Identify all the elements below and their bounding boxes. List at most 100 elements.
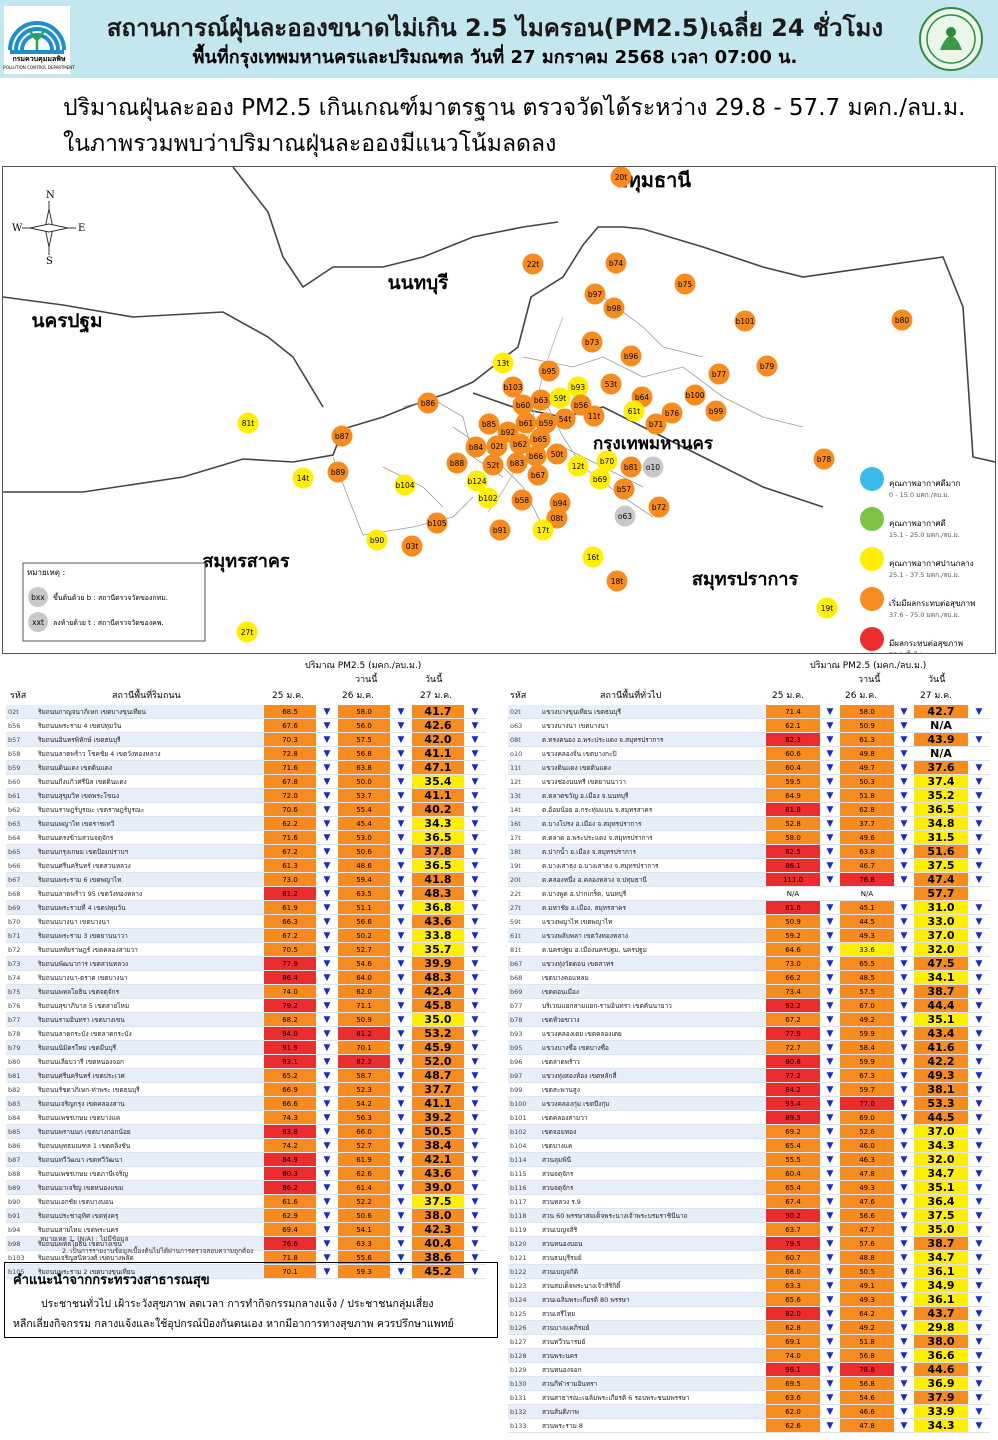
station-marker[interactable]: b59	[535, 412, 557, 434]
station-marker[interactable]: b99	[705, 400, 727, 422]
station-name-cell: ริมถนนลาดพร้าว โชคชัย 4 เขตวังทองหลาง	[36, 746, 264, 761]
station-marker[interactable]: 08t	[546, 507, 568, 529]
value-day1: 62.1	[766, 718, 820, 733]
station-marker[interactable]: b74	[605, 252, 627, 274]
station-code: b80	[895, 316, 910, 325]
station-marker[interactable]: b73	[581, 331, 603, 353]
station-code: b71	[649, 420, 664, 429]
station-marker[interactable]: 18t	[606, 570, 628, 592]
station-marker[interactable]: 16t	[582, 546, 604, 568]
trend-arrow: ▼	[464, 1026, 486, 1041]
station-code: b69	[593, 475, 608, 484]
trend-arrow: ▼	[820, 984, 840, 999]
station-marker[interactable]: 19t	[816, 597, 838, 619]
station-name-cell: ริมถนนลาดพร้าว 95 เขตวังทองหลาง	[36, 886, 264, 901]
station-marker[interactable]: b60	[512, 394, 534, 416]
header-banner: กรมควบคุมมลพิษ POLLUTION CONTROL DEPARTM…	[0, 0, 998, 78]
station-marker[interactable]: b63	[530, 389, 552, 411]
value-day2: 50.0	[338, 774, 390, 789]
station-marker[interactable]: 22t	[522, 253, 544, 275]
station-marker[interactable]: b58	[511, 489, 533, 511]
trend-arrow: ▼	[894, 1222, 914, 1237]
station-marker[interactable]: b95	[538, 360, 560, 382]
trend-arrow	[968, 886, 990, 901]
station-marker[interactable]: 20t	[610, 167, 632, 188]
station-marker[interactable]: 53t	[600, 373, 622, 395]
trend-arrow: ▼	[316, 900, 338, 915]
station-marker[interactable]: b71	[645, 413, 667, 435]
station-marker[interactable]: b89	[327, 461, 349, 483]
station-marker[interactable]: b93	[567, 376, 589, 398]
station-marker[interactable]: b76	[661, 402, 683, 424]
station-marker[interactable]: b98	[603, 297, 625, 319]
value-day2: 59.9	[840, 1026, 894, 1041]
table-row: b99 เขตสะพานสูง 84.2 ▼ 59.7 ▼ 38.1 ▼	[508, 1082, 990, 1097]
station-marker[interactable]: o10	[642, 456, 664, 478]
station-marker[interactable]: 02t	[486, 435, 508, 457]
trend-arrow: ▼	[968, 998, 990, 1013]
station-marker[interactable]: 50t	[546, 443, 568, 465]
station-marker[interactable]: b77	[708, 363, 730, 385]
station-marker[interactable]: 27t	[236, 621, 258, 643]
station-marker[interactable]: 59t	[549, 387, 571, 409]
station-marker[interactable]: b101	[734, 310, 756, 332]
station-marker[interactable]: b61	[515, 412, 537, 434]
station-marker[interactable]: b88	[446, 452, 468, 474]
station-marker[interactable]: b80	[891, 309, 913, 331]
station-marker[interactable]: 12t	[567, 455, 589, 477]
station-marker[interactable]: b66	[525, 445, 547, 467]
station-marker[interactable]: b79	[756, 355, 778, 377]
station-marker[interactable]: b104	[394, 474, 416, 496]
station-code-cell: 59t	[508, 914, 540, 929]
station-marker[interactable]: b90	[366, 529, 388, 551]
trend-arrow: ▼	[968, 1166, 990, 1181]
station-dot	[705, 400, 727, 422]
station-marker[interactable]: b102	[477, 487, 499, 509]
value-day2: 56.8	[840, 1376, 894, 1391]
trend-arrow: ▼	[820, 816, 840, 831]
station-marker[interactable]: b83	[506, 452, 528, 474]
station-marker[interactable]: b75	[674, 273, 696, 295]
value-day2: 46.7	[840, 858, 894, 873]
station-marker[interactable]: b103	[502, 376, 524, 398]
station-marker[interactable]: b62	[509, 433, 531, 455]
station-marker[interactable]: 81t	[237, 412, 259, 434]
station-marker[interactable]: 17t	[532, 519, 554, 541]
station-code-cell: b78	[6, 1026, 36, 1041]
station-marker[interactable]: 54t	[554, 408, 576, 430]
trend-arrow: ▼	[968, 1194, 990, 1209]
station-marker[interactable]: b124	[466, 470, 488, 492]
station-marker[interactable]: b78	[813, 448, 835, 470]
station-name-cell: ริมถนนรามอินทรา เขตบางเขน	[36, 1012, 264, 1027]
station-code-cell: 14t	[508, 802, 540, 817]
station-marker[interactable]: 11t	[583, 405, 605, 427]
station-dot	[645, 413, 667, 435]
table-row: b121 สวนธนบุรีรมย์ 60.7 ▼ 48.8 ▼ 34.7 ▼	[508, 1250, 990, 1265]
value-day1: 65.4	[766, 1138, 820, 1153]
station-marker[interactable]: b85	[478, 413, 500, 435]
station-marker[interactable]: b97	[584, 283, 606, 305]
station-marker[interactable]: 52t	[482, 454, 504, 476]
station-marker[interactable]: b57	[613, 478, 635, 500]
station-marker[interactable]: b65	[529, 428, 551, 450]
station-marker[interactable]: 03t	[401, 535, 423, 557]
station-marker[interactable]: b84	[465, 436, 487, 458]
station-marker[interactable]: 14t	[292, 467, 314, 489]
station-marker[interactable]: b87	[331, 425, 353, 447]
station-marker[interactable]: 13t	[492, 352, 514, 374]
station-marker[interactable]: o63	[614, 505, 636, 527]
station-marker[interactable]: b91	[489, 519, 511, 541]
station-marker[interactable]: b70	[596, 450, 618, 472]
station-marker[interactable]: b67	[527, 464, 549, 486]
station-marker[interactable]: b81	[620, 456, 642, 478]
value-today: 38.0	[412, 1208, 464, 1223]
station-name-cell: สวนทวีวนารมย์	[540, 1334, 766, 1349]
station-marker[interactable]: b69	[589, 468, 611, 490]
value-today: 44.4	[914, 998, 968, 1013]
station-marker[interactable]: 61t	[623, 400, 645, 422]
station-marker[interactable]: b100	[684, 384, 706, 406]
station-marker[interactable]: b72	[648, 496, 670, 518]
station-marker[interactable]: b96	[620, 345, 642, 367]
station-marker[interactable]: b105	[426, 512, 448, 534]
station-marker[interactable]: b86	[417, 392, 439, 414]
